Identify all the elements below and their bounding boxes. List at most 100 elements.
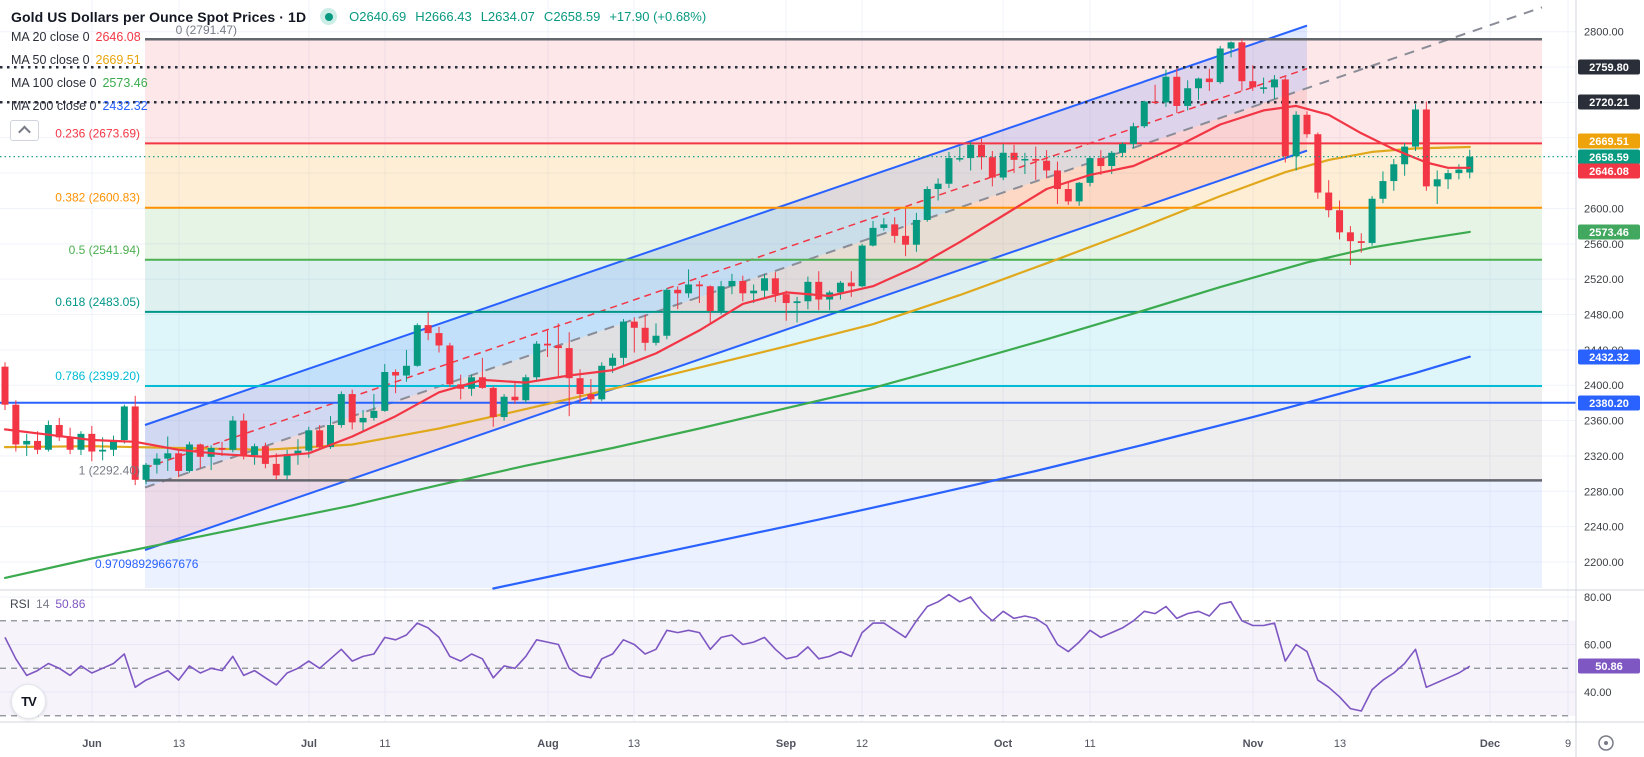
time-label: 12 (856, 738, 868, 750)
candle (771, 278, 779, 295)
fib-level-label: 0.618 (2483.05) (55, 295, 140, 309)
candle (869, 227, 877, 246)
candle (1314, 134, 1322, 193)
time-label: 9 (1565, 738, 1571, 750)
time-label: 13 (173, 738, 185, 750)
candle (1086, 158, 1094, 183)
time-label: 11 (1084, 738, 1095, 750)
candle (598, 365, 606, 400)
candle (99, 449, 107, 452)
candle (272, 463, 280, 476)
candle (1205, 78, 1213, 83)
rsi-legend[interactable]: RSI 14 50.86 (10, 597, 86, 611)
candle (359, 417, 367, 423)
candle (196, 444, 204, 457)
time-label: Aug (537, 738, 558, 750)
candle (663, 289, 671, 336)
candle (934, 183, 942, 190)
time-label: 13 (1334, 738, 1346, 750)
fib-level-label: 0.382 (2600.83) (55, 191, 140, 205)
candle (1249, 81, 1257, 88)
candle (1368, 198, 1376, 243)
ma200-line[interactable] (492, 355, 1471, 590)
price-axis[interactable] (1576, 0, 1644, 757)
timezone-icon[interactable] (1598, 735, 1614, 751)
candle (1227, 42, 1235, 49)
candle (1021, 158, 1029, 161)
price-badge (1578, 133, 1640, 149)
fib-level-label: 1 (2292.40) (79, 463, 140, 477)
fib-level-label: 0 (2791.47) (176, 23, 237, 37)
fib-level-label: 0.236 (2673.69) (55, 126, 140, 140)
price-tick: 2360.00 (1584, 416, 1624, 428)
candle (348, 394, 356, 423)
ma50-line[interactable] (3, 145, 1471, 451)
candle (945, 158, 953, 184)
candle (327, 425, 334, 448)
price-badge (1578, 349, 1640, 365)
candle (685, 284, 693, 294)
candle (891, 224, 899, 236)
candle (1455, 169, 1463, 174)
price-tick: 2480.00 (1584, 310, 1624, 322)
candle (381, 371, 389, 411)
channel-median-line[interactable] (144, 6, 1543, 489)
candle (956, 158, 964, 160)
price-tick: 2320.00 (1584, 451, 1624, 463)
price-badge-text: 50.86 (1595, 661, 1623, 673)
symbol-header: Gold US Dollars per Ounce Spot Prices · … (11, 8, 706, 25)
candle (88, 433, 96, 452)
candle (240, 420, 248, 456)
candle (1401, 146, 1409, 165)
candle (185, 444, 193, 471)
candle (392, 371, 400, 376)
price-tick: 2280.00 (1584, 486, 1624, 498)
candle (587, 394, 595, 400)
candle (1140, 101, 1148, 127)
price-badge (1578, 658, 1640, 674)
ma100-legend[interactable]: MA 100 close 0 2573.46 (11, 76, 148, 90)
candle (609, 357, 617, 366)
candles-layer (1, 39, 1474, 486)
ma20-line[interactable] (3, 104, 1471, 458)
candle (153, 458, 161, 465)
price-badge-text: 2720.21 (1589, 97, 1629, 109)
candle (305, 430, 313, 451)
price-tick: 2600.00 (1584, 203, 1624, 215)
time-axis[interactable] (0, 722, 1644, 757)
tradingview-logo[interactable]: TV (11, 684, 46, 719)
candle (1270, 79, 1278, 88)
collapse-legend-button[interactable] (10, 120, 39, 141)
ma20-legend[interactable]: MA 20 close 0 2646.08 (11, 30, 141, 44)
high-value: H2666.43 (415, 9, 472, 24)
candle (131, 406, 139, 480)
candle (478, 377, 486, 388)
candle (978, 144, 985, 158)
symbol-title[interactable]: Gold US Dollars per Ounce Spot Prices · … (11, 8, 307, 25)
candle (1129, 126, 1137, 144)
candle (1043, 160, 1051, 171)
time-label: Jul (301, 738, 317, 750)
candle (229, 420, 237, 450)
rsi-line[interactable] (4, 593, 1471, 712)
price-badge-text: 2759.80 (1589, 62, 1629, 74)
candle (23, 440, 31, 445)
candle (1433, 179, 1441, 187)
candle (858, 245, 866, 287)
candle (554, 345, 562, 349)
time-label: 11 (379, 738, 390, 750)
price-badge-text: 2573.46 (1589, 227, 1629, 239)
ma100-line[interactable] (3, 230, 1471, 579)
channel-upper-line[interactable] (144, 24, 1308, 426)
candle (1412, 109, 1419, 147)
ma50-legend[interactable]: MA 50 close 0 2669.51 (11, 53, 141, 67)
candle (413, 325, 421, 366)
candle (1281, 79, 1289, 157)
candle (1119, 143, 1127, 153)
price-badge (1578, 224, 1640, 240)
channel-lower-line[interactable] (144, 149, 1308, 551)
ma200-legend[interactable]: MA 200 close 0 2432.32 (11, 99, 148, 113)
low-value: L2634.07 (480, 9, 535, 24)
